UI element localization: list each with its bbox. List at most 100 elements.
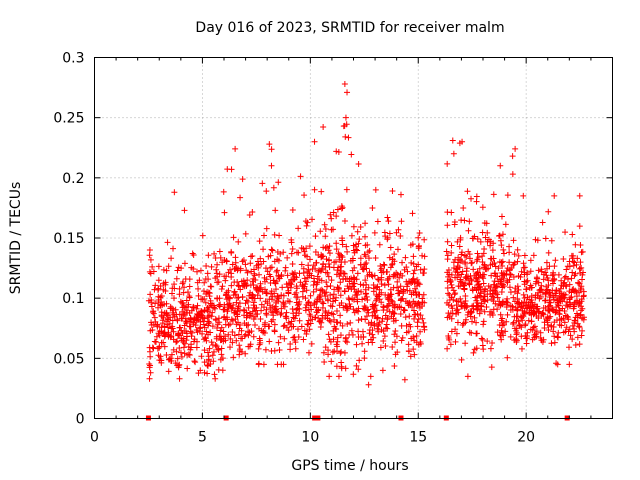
data-point — [320, 124, 327, 131]
data-point — [409, 241, 416, 248]
data-point — [569, 322, 576, 329]
data-point — [406, 278, 413, 285]
data-point — [452, 268, 459, 275]
data-point — [339, 241, 346, 248]
data-point — [154, 322, 161, 329]
data-point — [410, 307, 417, 314]
data-point — [528, 284, 535, 291]
data-point — [417, 328, 424, 335]
data-point — [293, 306, 300, 313]
data-point — [236, 283, 243, 290]
data-point — [312, 233, 319, 240]
data-point-peak — [449, 137, 456, 144]
data-point — [377, 344, 384, 351]
data-point — [170, 245, 177, 252]
data-point — [271, 328, 278, 335]
data-point — [397, 233, 404, 240]
data-point — [333, 307, 340, 314]
data-point — [562, 291, 569, 298]
data-point — [178, 353, 185, 360]
data-point — [276, 232, 283, 239]
data-point — [487, 238, 494, 245]
data-point — [569, 336, 576, 343]
data-point — [266, 338, 273, 345]
data-point — [388, 313, 395, 320]
data-point — [311, 186, 318, 193]
data-point — [374, 283, 381, 290]
data-point — [488, 364, 495, 371]
data-point — [289, 245, 296, 252]
data-point — [164, 239, 171, 246]
data-point — [498, 336, 505, 343]
data-point — [498, 213, 505, 220]
y-tick-label: 0.05 — [53, 351, 84, 367]
data-point — [446, 291, 453, 298]
data-point — [527, 257, 534, 264]
data-point — [268, 264, 275, 271]
data-point — [381, 333, 388, 340]
data-point — [466, 218, 473, 225]
data-point — [298, 323, 305, 330]
data-point — [416, 281, 423, 288]
data-point — [319, 312, 326, 319]
data-point — [237, 194, 244, 201]
data-point — [492, 273, 499, 280]
data-point — [541, 297, 548, 304]
data-point — [402, 254, 409, 261]
data-point — [507, 333, 514, 340]
data-point — [396, 274, 403, 281]
data-point — [514, 306, 521, 313]
data-point — [197, 267, 204, 274]
data-point — [463, 268, 470, 275]
data-point — [211, 371, 218, 378]
data-point — [535, 308, 542, 315]
data-point — [398, 337, 405, 344]
data-point — [270, 312, 277, 319]
data-point — [359, 296, 366, 303]
data-point — [320, 261, 327, 268]
data-point — [212, 316, 219, 323]
data-point — [460, 282, 467, 289]
data-point — [266, 302, 273, 309]
data-point — [169, 309, 176, 316]
data-point — [242, 350, 249, 357]
data-point — [515, 286, 522, 293]
data-point — [225, 322, 232, 329]
data-point — [378, 280, 385, 287]
data-point — [344, 339, 351, 346]
data-point-low — [365, 381, 372, 388]
data-point — [366, 330, 373, 337]
data-point — [209, 323, 216, 330]
data-point — [255, 261, 262, 268]
data-point — [417, 266, 424, 273]
data-point — [184, 303, 191, 310]
data-point — [205, 276, 212, 283]
data-point — [315, 315, 322, 322]
data-point — [275, 272, 282, 279]
data-point — [234, 308, 241, 315]
data-point — [461, 217, 468, 224]
data-point — [372, 186, 379, 193]
data-point — [518, 324, 525, 331]
data-point — [179, 304, 186, 311]
data-point — [241, 307, 248, 314]
data-point — [247, 253, 254, 260]
data-point — [391, 363, 398, 370]
data-point — [516, 322, 523, 329]
data-point — [403, 283, 410, 290]
data-point — [221, 313, 228, 320]
data-point-peak — [342, 114, 349, 121]
data-point — [244, 269, 251, 276]
data-point — [318, 266, 325, 273]
data-point — [152, 300, 159, 307]
data-point — [146, 361, 153, 368]
data-point — [318, 277, 325, 284]
data-point — [447, 341, 454, 348]
data-point — [531, 334, 538, 341]
data-point — [444, 256, 451, 263]
data-point — [334, 206, 341, 213]
data-point — [268, 318, 275, 325]
data-point — [464, 311, 471, 318]
data-point — [323, 279, 330, 286]
data-point — [502, 328, 509, 335]
